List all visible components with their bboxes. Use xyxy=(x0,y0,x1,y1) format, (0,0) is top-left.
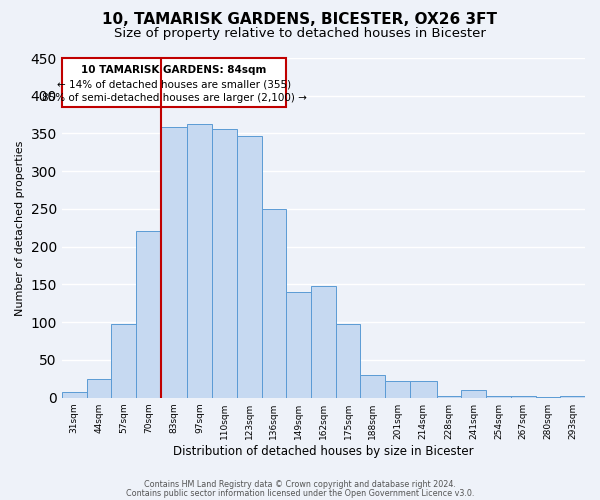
Text: Contains HM Land Registry data © Crown copyright and database right 2024.: Contains HM Land Registry data © Crown c… xyxy=(144,480,456,489)
Bar xyxy=(486,396,511,398)
Bar xyxy=(187,124,212,398)
X-axis label: Distribution of detached houses by size in Bicester: Distribution of detached houses by size … xyxy=(173,444,474,458)
Bar xyxy=(511,396,536,398)
Bar xyxy=(410,381,437,398)
Bar xyxy=(136,231,161,398)
Text: 10, TAMARISK GARDENS, BICESTER, OX26 3FT: 10, TAMARISK GARDENS, BICESTER, OX26 3FT xyxy=(103,12,497,28)
Text: 10 TAMARISK GARDENS: 84sqm: 10 TAMARISK GARDENS: 84sqm xyxy=(82,65,267,75)
Bar xyxy=(385,381,410,398)
Bar xyxy=(560,396,585,398)
Bar xyxy=(536,397,560,398)
Bar xyxy=(62,58,286,107)
Bar xyxy=(62,392,86,398)
Bar xyxy=(437,396,461,398)
Text: Size of property relative to detached houses in Bicester: Size of property relative to detached ho… xyxy=(114,28,486,40)
Bar xyxy=(237,136,262,398)
Bar xyxy=(461,390,486,398)
Text: Contains public sector information licensed under the Open Government Licence v3: Contains public sector information licen… xyxy=(126,488,474,498)
Bar xyxy=(286,292,311,398)
Bar xyxy=(311,286,336,398)
Y-axis label: Number of detached properties: Number of detached properties xyxy=(15,140,25,316)
Bar xyxy=(262,209,286,398)
Bar xyxy=(361,375,385,398)
Bar xyxy=(336,324,361,398)
Bar xyxy=(111,324,136,398)
Text: 85% of semi-detached houses are larger (2,100) →: 85% of semi-detached houses are larger (… xyxy=(41,93,307,103)
Bar xyxy=(161,128,187,398)
Text: ← 14% of detached houses are smaller (355): ← 14% of detached houses are smaller (35… xyxy=(57,79,291,89)
Bar xyxy=(86,379,111,398)
Bar xyxy=(212,129,237,398)
